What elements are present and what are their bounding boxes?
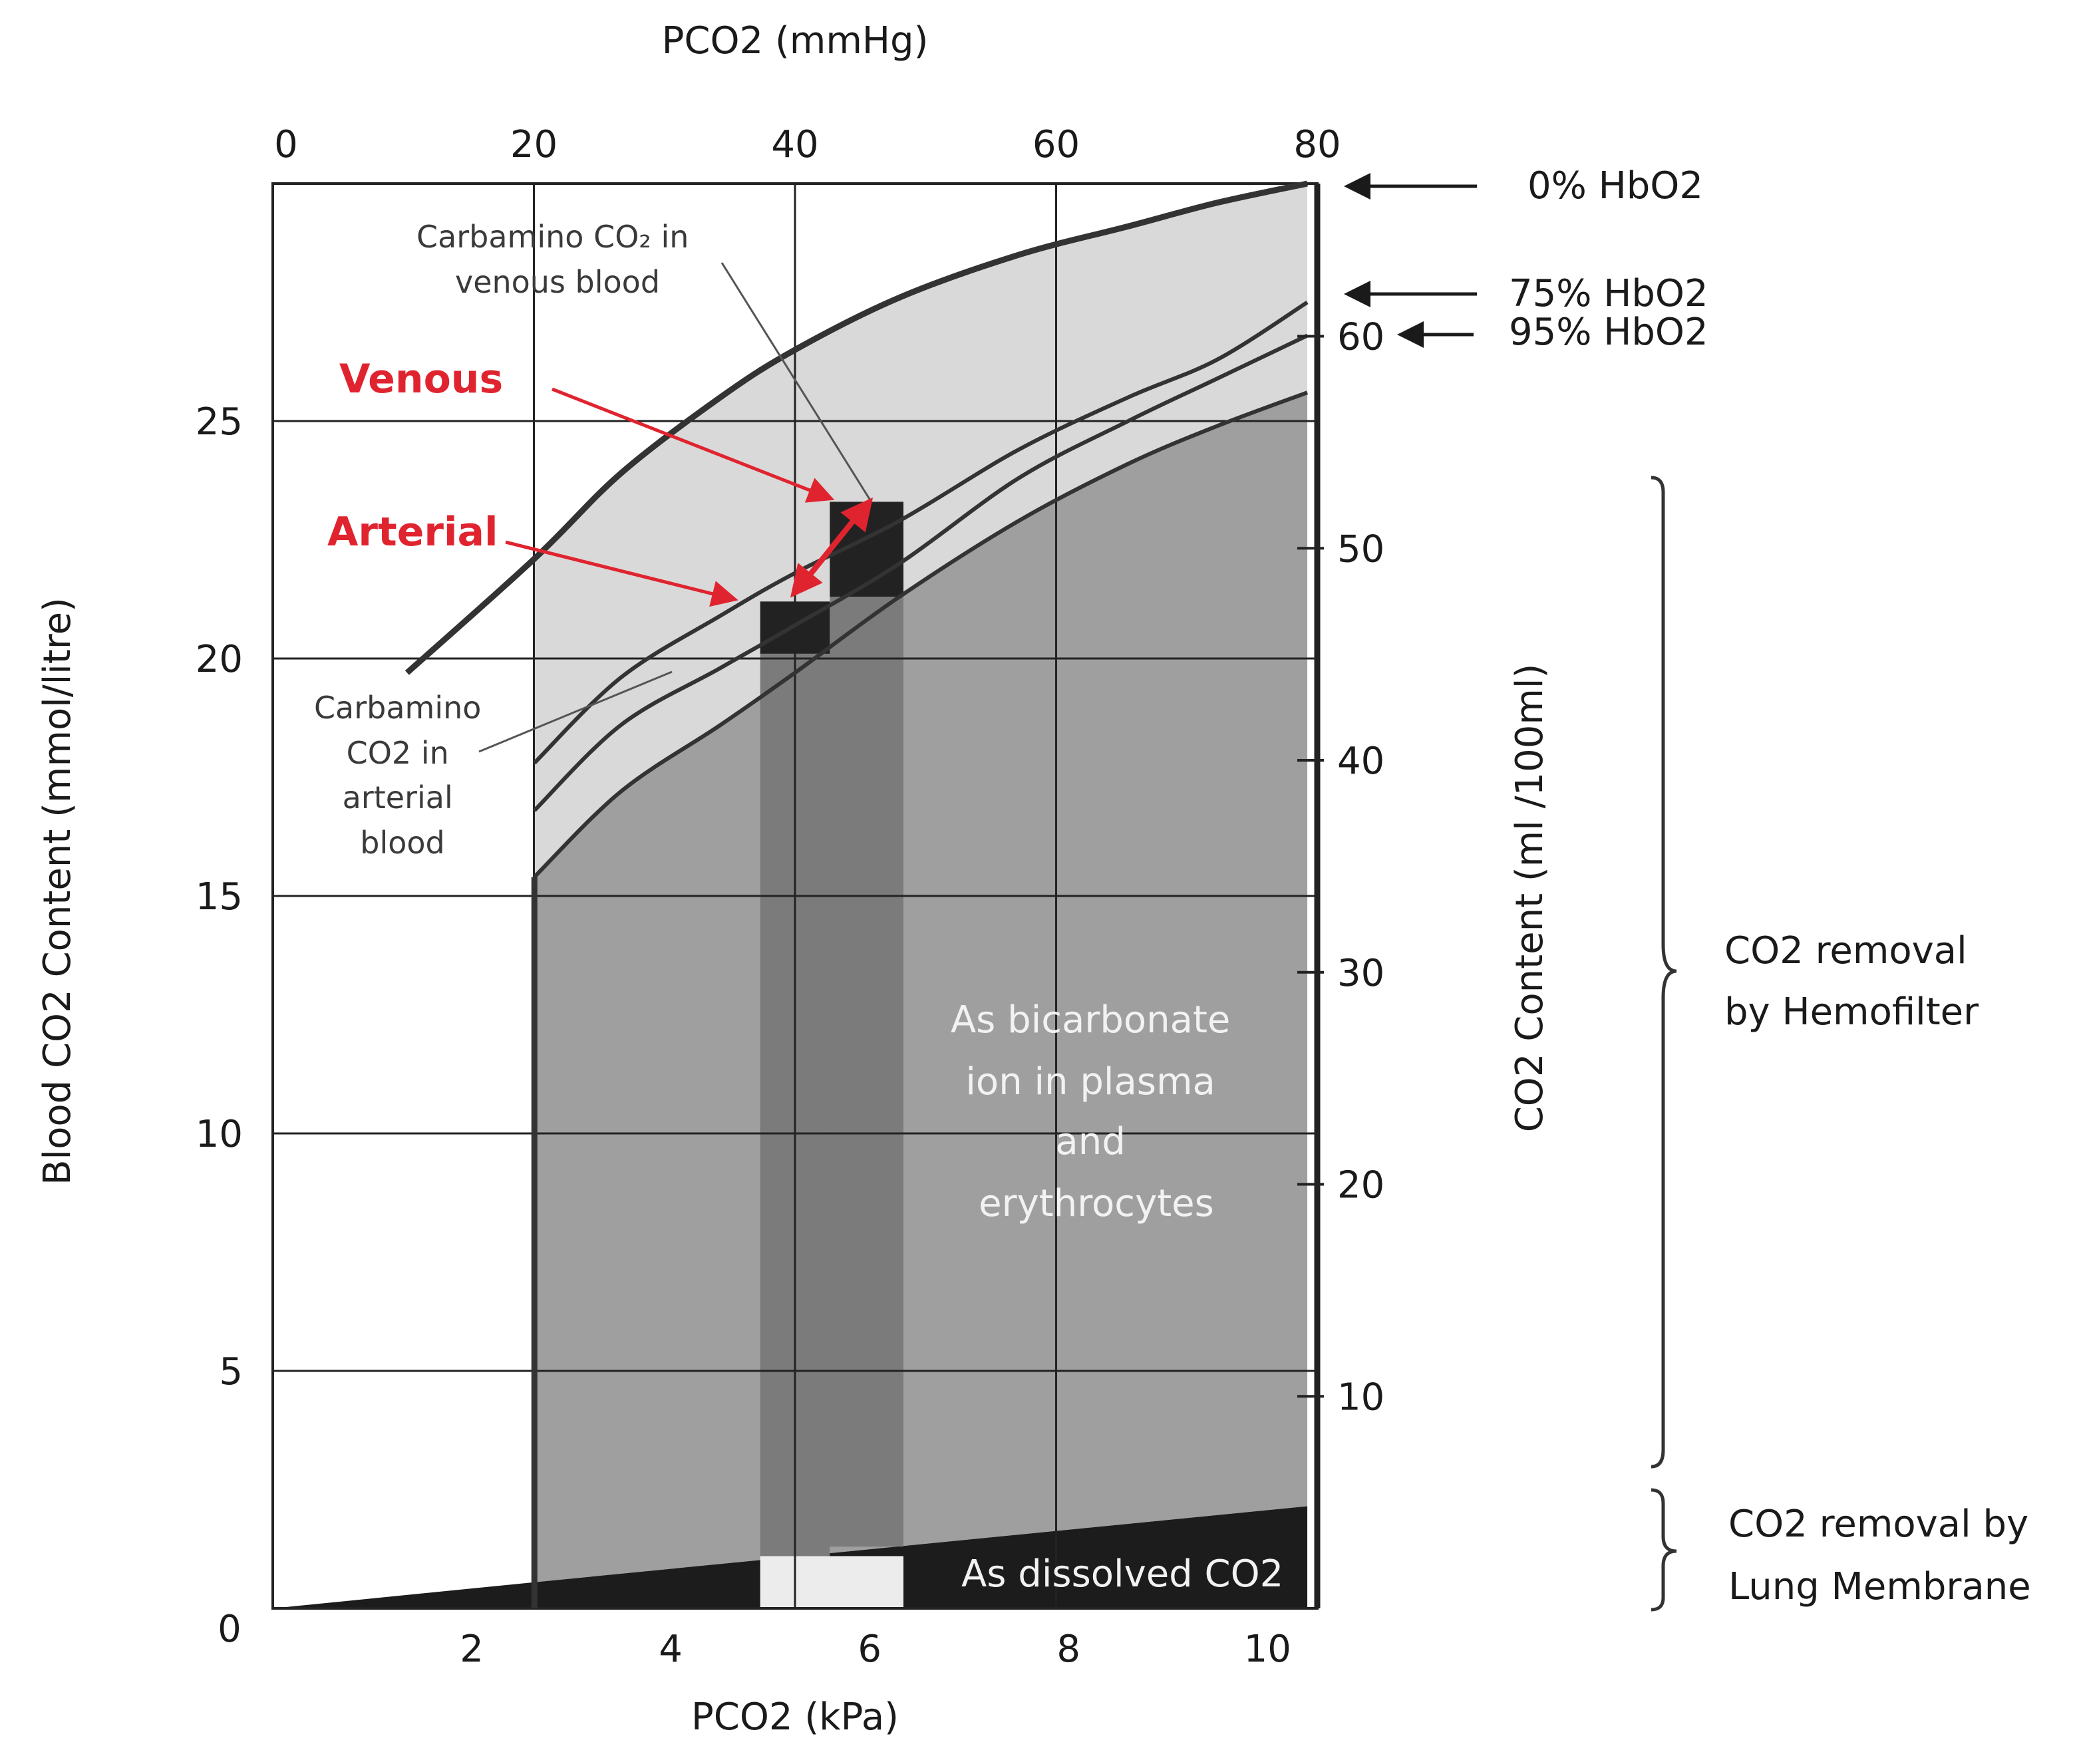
axis-ticks: 2 4 6 8 10 0 0 20 40 60 80 5 10 15 20 25 10 20 30 40 50 60 [196, 123, 1385, 1671]
x-tick-4: 4 [659, 1628, 683, 1671]
lung-membrane-label: CO2 removal by Lung Membrane [1728, 1503, 2040, 1608]
carbamino-region [534, 184, 1308, 877]
arterial-label: Arterial [327, 509, 498, 555]
x-tick-origin: 0 [218, 1608, 241, 1651]
x-axis-title: PCO2 (kPa) [691, 1695, 899, 1739]
y2-tick-10: 10 [1337, 1376, 1384, 1419]
hbo2-95-label: 95% HbO2 [1509, 311, 1708, 354]
carbamino-venous-line-1: Carbamino CO₂ in [416, 219, 689, 255]
x2-tick-20: 20 [510, 123, 558, 166]
y2-tick-50: 50 [1337, 527, 1384, 571]
arterial-label-arrow [505, 540, 738, 607]
x-tick-10: 10 [1244, 1628, 1291, 1671]
venous-label: Venous [339, 356, 503, 402]
x-tick-6: 6 [858, 1628, 881, 1671]
carbamino-arterial-leader [478, 670, 673, 753]
y2-tick-30: 30 [1337, 952, 1384, 995]
bicarbonate-region [534, 392, 1308, 1582]
hbo2-0-label: 0% HbO2 [1527, 164, 1703, 208]
y2-tick-60: 60 [1337, 316, 1384, 359]
plot-regions [273, 184, 1308, 1608]
y-axis-title: Blood CO2 Content (mmol/litre) [36, 597, 79, 1185]
series-curves [404, 180, 1309, 879]
x2-tick-40: 40 [771, 123, 818, 166]
y2-tick-20: 20 [1337, 1164, 1384, 1207]
carbamino-arterial-line-4: blood [360, 825, 444, 861]
curve-bicarbonate [533, 390, 1309, 879]
bicarbonate-line-3: and [1055, 1120, 1125, 1163]
carbamino-arterial-line-1: Carbamino [314, 690, 482, 726]
hemofilter-brace [1651, 476, 1677, 1469]
venous-to-arterial-arrow [790, 512, 860, 598]
bicarbonate-line-2: ion in plasma [965, 1060, 1215, 1103]
carbamino-arterial-line-2: CO2 in [347, 735, 449, 771]
curve-0-hbo2 [404, 180, 1308, 675]
carbamino-venous-leader [720, 262, 873, 503]
venous-column [830, 597, 903, 1547]
hemofilter-line-1: CO2 removal [1724, 929, 1967, 972]
y2-tick-40: 40 [1337, 740, 1384, 783]
carbamino-venous-label: Carbamino CO₂ in venous blood [416, 219, 699, 300]
carbamino-arterial-line-3: arterial [343, 780, 453, 815]
column-base-notch [760, 1556, 903, 1608]
bicarbonate-line-1: As bicarbonate [951, 998, 1231, 1042]
x-tick-8: 8 [1056, 1628, 1080, 1671]
lung-brace [1651, 1488, 1677, 1612]
y-tick-20: 20 [196, 638, 243, 681]
hbo2-75-label: 75% HbO2 [1509, 272, 1708, 315]
y-tick-5: 5 [219, 1350, 243, 1394]
x-tick-2: 2 [460, 1628, 484, 1671]
carbamino-arterial-label: Carbamino CO2 in arterial blood [314, 690, 491, 861]
x2-tick-0: 0 [274, 123, 298, 166]
curve-75-hbo2 [533, 300, 1309, 765]
venous-label-arrow [552, 387, 835, 503]
lung-line-2: Lung Membrane [1728, 1565, 2031, 1608]
hemofilter-line-2: by Hemofilter [1724, 990, 1979, 1034]
y-tick-25: 25 [196, 400, 243, 444]
bicarbonate-label: As bicarbonate ion in plasma and erythro… [951, 998, 1242, 1225]
x2-axis-title: PCO2 (mmHg) [662, 19, 929, 63]
dissolved-label: As dissolved CO2 [961, 1552, 1283, 1596]
curve-95-hbo2 [533, 333, 1309, 812]
carbamino-venous-line-2: venous blood [455, 264, 660, 300]
y-tick-10: 10 [196, 1113, 243, 1156]
x2-tick-60: 60 [1033, 123, 1080, 166]
grid-lines [271, 182, 1321, 1610]
y-tick-15: 15 [196, 875, 243, 919]
x2-tick-80: 80 [1293, 123, 1341, 166]
hemofilter-label: CO2 removal by Hemofilter [1724, 929, 1979, 1034]
lung-line-1: CO2 removal by [1728, 1503, 2028, 1546]
y2-axis-title: CO2 Content (ml /100ml) [1508, 664, 1551, 1133]
bicarbonate-line-4: erythrocytes [979, 1182, 1214, 1225]
